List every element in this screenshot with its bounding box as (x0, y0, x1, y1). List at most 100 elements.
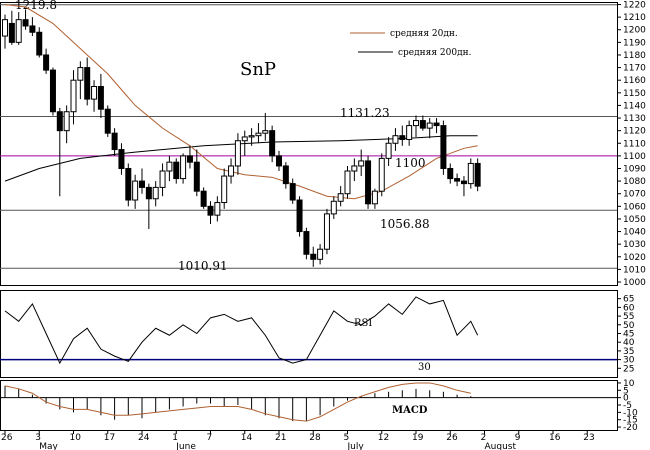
candle-body (29, 25, 36, 33)
level-label-0: 1219.8 (15, 0, 57, 12)
candle-body (118, 149, 125, 169)
rsi-label: RSI (354, 318, 372, 329)
candle-body (132, 180, 139, 201)
candle-body (365, 160, 372, 205)
candle-body (344, 170, 351, 195)
candle-body (139, 180, 145, 188)
candle-body (77, 67, 84, 81)
month-label: May (39, 442, 58, 450)
candle-body (15, 19, 22, 43)
x-tick-label: 17 (104, 433, 115, 443)
x-tick-label: 28 (309, 433, 321, 443)
month-label: June (175, 442, 196, 450)
candle-body (241, 136, 248, 142)
rsi-y-tick-label: 25 (623, 364, 634, 374)
x-tick-label: 26 (446, 433, 458, 443)
candle-body (49, 69, 56, 113)
candle-body (207, 205, 214, 216)
candle-body (433, 122, 440, 127)
ma20-line (4, 4, 478, 200)
y-tick-label: 1080 (623, 177, 646, 187)
x-tick-label: 3 (35, 433, 41, 443)
rsi-30-label: 30 (418, 362, 431, 373)
candle-body (111, 132, 118, 151)
legend-ma200-label: средняя 200дн. (398, 48, 472, 58)
candle-body (460, 180, 467, 185)
y-tick-label: 1050 (623, 215, 646, 225)
macd-y-tick-label: -10 (623, 408, 638, 418)
candles (2, 9, 481, 267)
panel-frame-2 (0, 380, 618, 431)
x-tick-label: 26 (1, 433, 13, 443)
y-tick-label: 1140 (623, 101, 646, 111)
candle-body (84, 67, 91, 100)
candle-body (406, 125, 413, 140)
rsi-y-tick-label: 65 (623, 295, 634, 305)
x-tick-label: 12 (378, 433, 389, 443)
candle-body (317, 248, 324, 260)
candle-body (330, 200, 337, 215)
candle-body (159, 170, 166, 188)
candle-body (392, 135, 399, 144)
y-tick-label: 1040 (623, 228, 646, 238)
y-tick-label: 1220 (623, 1, 646, 11)
x-tick-label: 1 (172, 433, 178, 443)
candle-body (426, 122, 433, 129)
candle-body (413, 120, 419, 127)
macd-y-tick-label: 5 (623, 386, 629, 396)
candle-body (145, 186, 152, 200)
panel-frame-1 (0, 290, 618, 378)
level-label-2: 1100 (395, 156, 426, 170)
x-tick-label: 10 (70, 433, 82, 443)
candle-body (276, 155, 282, 167)
rsi-y-tick-label: 35 (623, 347, 634, 357)
x-tick-label: 9 (515, 433, 521, 443)
candle-body (371, 190, 378, 205)
macd-y-tick-label: -20 (623, 423, 638, 433)
y-tick-label: 1130 (623, 114, 646, 124)
y-tick-label: 1120 (623, 127, 646, 137)
candle-body (63, 111, 70, 132)
x-tick-label: 16 (549, 433, 561, 443)
candle-body (228, 165, 235, 177)
candle-body (104, 108, 111, 134)
candle-body (152, 186, 159, 200)
y-tick-label: 1210 (623, 13, 646, 23)
rsi-y-tick-label: 55 (623, 312, 634, 322)
month-label: July (347, 442, 365, 450)
candle-body (323, 213, 330, 250)
candle-body (385, 142, 392, 159)
candle-body (97, 86, 104, 110)
candle-body (269, 130, 276, 157)
macd-y-tick-label: 0 (623, 394, 629, 404)
candle-body (440, 125, 447, 169)
candle-body (351, 165, 358, 172)
candle-body (56, 111, 63, 132)
legend: средняя 20дн. средняя 200дн. (350, 29, 472, 58)
panel-frames (0, 2, 618, 431)
macd-label: MACD (392, 405, 428, 416)
price-levels: 1219.8 1131.23 1100 1056.88 1010.91 (0, 0, 617, 273)
candle-body (474, 162, 481, 187)
candle-body (2, 19, 8, 37)
candle-body (125, 167, 132, 201)
panel-frame-0 (0, 2, 618, 286)
x-tick-label: 21 (275, 433, 286, 443)
candle-body (467, 162, 474, 185)
month-label: August (485, 442, 517, 450)
y-tick-label: 1060 (623, 202, 646, 212)
y-tick-label: 1070 (623, 190, 646, 200)
candle-body (180, 155, 187, 180)
level-label-1: 1131.23 (340, 106, 390, 120)
candle-body (70, 79, 77, 113)
level-label-4: 1010.91 (178, 259, 228, 273)
y-tick-label: 1000 (623, 278, 646, 288)
y-tick-label: 1010 (623, 265, 646, 275)
x-tick-label: 14 (241, 433, 253, 443)
candle-body (186, 155, 193, 163)
candle-body (296, 199, 303, 233)
macd-panel (0, 382, 617, 422)
level-label-3: 1056.88 (380, 217, 430, 231)
candle-body (447, 167, 454, 180)
